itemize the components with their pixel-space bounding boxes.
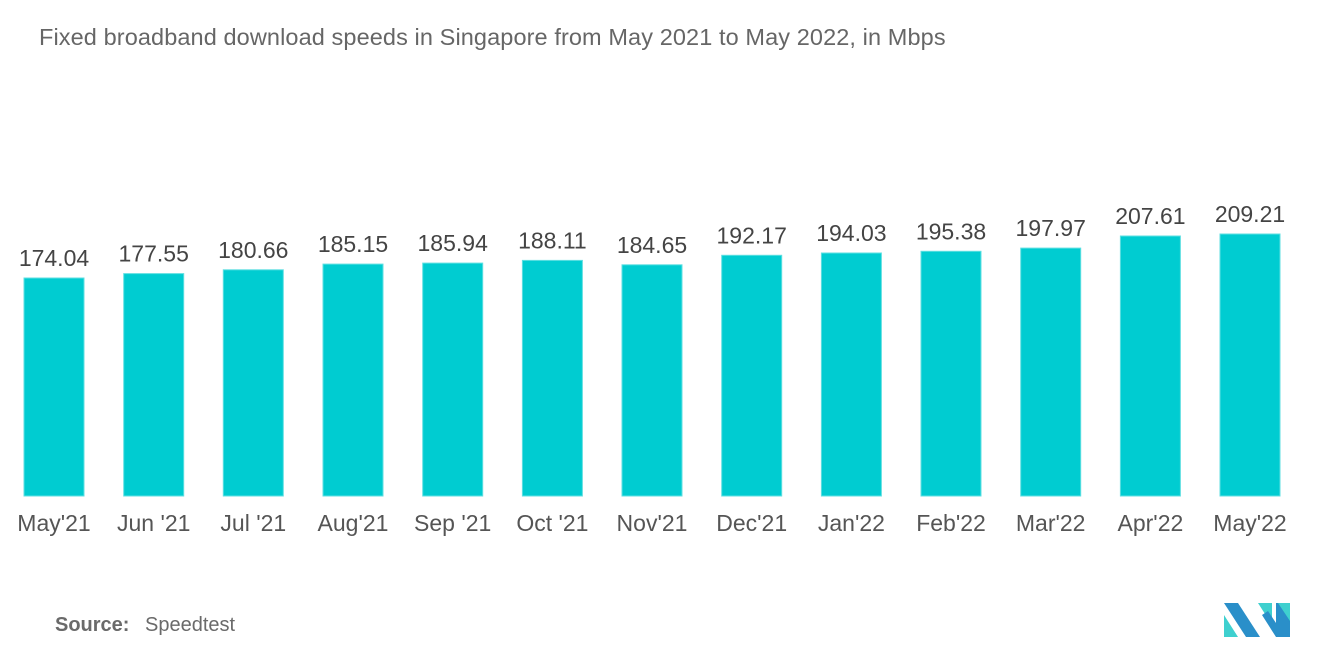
bar-9 <box>920 250 982 497</box>
x-tick-label-4: Sep '21 <box>414 510 491 536</box>
source-note: Source: Speedtest <box>55 614 235 637</box>
bar-7 <box>721 254 783 497</box>
x-tick-label-2: Jul '21 <box>220 510 286 536</box>
data-label-7: 192.17 <box>717 222 787 248</box>
source-value: Speedtest <box>145 614 236 636</box>
source-label: Source: <box>55 614 130 636</box>
bar-5 <box>521 259 583 497</box>
data-label-5: 188.11 <box>518 227 587 253</box>
bar-0 <box>23 277 85 497</box>
bar-11 <box>1119 235 1181 497</box>
x-tick-label-3: Aug'21 <box>318 510 389 536</box>
x-tick-label-10: Mar'22 <box>1016 510 1086 536</box>
x-tick-label-7: Dec'21 <box>716 510 787 536</box>
logo-shape-2 <box>1224 615 1238 637</box>
data-label-6: 184.65 <box>617 232 687 258</box>
bar-4 <box>422 262 484 497</box>
bars-group <box>23 233 1281 497</box>
logo-shape-1 <box>1224 603 1260 637</box>
data-label-2: 180.66 <box>218 237 288 263</box>
x-tick-label-9: Feb'22 <box>916 510 986 536</box>
x-tick-label-1: Jun '21 <box>117 510 190 536</box>
data-label-3: 185.15 <box>318 231 388 257</box>
data-label-8: 194.03 <box>816 220 886 246</box>
data-label-0: 174.04 <box>19 245 90 271</box>
bar-12 <box>1219 233 1281 497</box>
chart-title: Fixed broadband download speeds in Singa… <box>39 24 946 50</box>
logo-shape-5 <box>1278 603 1290 621</box>
bar-3 <box>322 263 384 497</box>
bar-8 <box>820 252 882 497</box>
x-tick-label-12: May'22 <box>1213 510 1286 536</box>
data-label-11: 207.61 <box>1115 203 1185 229</box>
data-label-4: 185.94 <box>418 230 489 256</box>
data-label-10: 197.97 <box>1016 215 1086 241</box>
data-label-12: 209.21 <box>1215 201 1285 227</box>
data-label-1: 177.55 <box>119 241 189 267</box>
logo-shape-4 <box>1262 603 1290 637</box>
x-axis-tick-labels: May'21 Jun '21 Jul '21 Aug'21 Sep '21 Oct '21… <box>17 510 1286 536</box>
bar-1 <box>123 273 185 497</box>
x-tick-label-5: Oct '21 <box>516 510 588 536</box>
bar-2 <box>222 269 284 497</box>
data-labels-group: 174.04 177.55 180.66 185.15 185.94 188.11 184.… <box>19 201 1285 271</box>
x-tick-label-6: Nov'21 <box>617 510 688 536</box>
bar-6 <box>621 264 683 497</box>
x-tick-label-0: May'21 <box>17 510 90 536</box>
bar-10 <box>1020 247 1082 497</box>
data-label-9: 195.38 <box>916 218 986 244</box>
x-tick-label-11: Apr'22 <box>1118 510 1184 536</box>
mordor-intelligence-logo-icon <box>1224 603 1290 637</box>
x-tick-label-8: Jan'22 <box>818 510 885 536</box>
